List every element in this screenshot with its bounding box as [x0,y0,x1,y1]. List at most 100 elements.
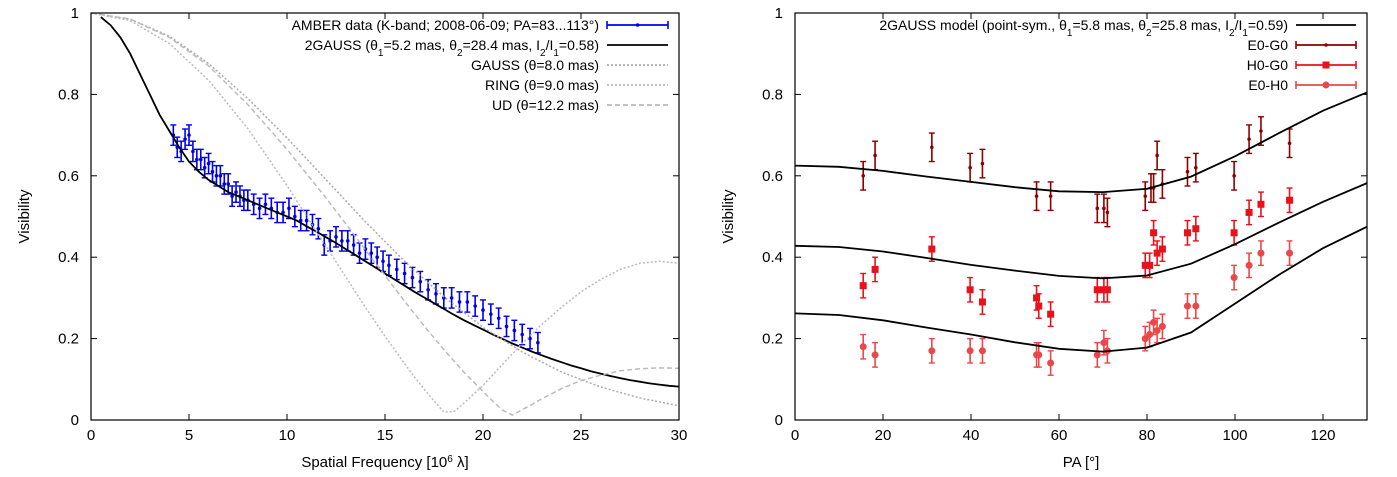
marker-circle [1141,335,1149,343]
data-point [1047,301,1055,328]
marker-dot [1155,153,1159,158]
marker-circle [1093,351,1101,359]
marker-dot [496,316,501,321]
marker-dot [375,255,379,259]
marker-dot [1048,194,1053,198]
marker-square [871,265,879,273]
marker-circle [1035,351,1043,359]
data-point [464,291,471,313]
marker-dot [387,263,391,268]
data-point [1245,199,1253,226]
marker-dot [234,190,238,194]
marker-dot [512,328,517,333]
x-axis-label-sup: 6 [447,454,453,465]
y-tick-label: 0 [775,412,783,429]
data-point [979,148,986,179]
marker-dot [281,210,285,215]
data-point [928,132,935,163]
data-point [966,337,974,364]
x-tick-label: 40 [963,427,980,444]
data-point [1150,219,1158,246]
marker-square [1093,286,1101,294]
data-point [1183,219,1191,246]
marker-dot [520,332,524,337]
x-tick-label: 0 [791,427,799,444]
marker-dot [218,174,223,178]
marker-dot [1247,137,1251,141]
y-tick-label: 0.8 [58,86,79,103]
y-tick-label: 0.6 [58,168,79,185]
plot-area [91,13,679,416]
data-point [1035,341,1043,368]
y-tick-label: 1 [775,5,783,22]
marker-dot [287,206,291,211]
x-tick-label: 80 [1139,427,1156,444]
marker-dot [861,174,865,178]
left-panel-visibility-vs-spatial-frequency: 0 5 10 15 20 25 30 0 0.2 0.4 0.6 0.8 1 Visibility Spat… [16,5,687,471]
marker-dot [257,206,262,211]
marker-dot [1185,169,1190,174]
marker-dot [873,153,877,158]
data-point [1100,193,1107,224]
series-line [91,13,679,413]
x-tick-label: 5 [185,427,193,444]
marker-square [1103,286,1111,294]
legend: 2GAUSS model (point-sym., θ1=5.8 mas, θ2… [879,17,1357,93]
marker-dot [191,149,195,154]
y-tick-label: 0.4 [58,249,79,266]
legend-marker [1324,43,1328,47]
data-point [1047,181,1054,212]
series-line [795,91,1367,194]
data-point [860,160,867,191]
marker-circle [1183,302,1191,310]
marker-dot [1287,141,1292,146]
marker-dot [402,271,407,276]
marker-dot [187,133,191,137]
data-point [1257,116,1264,146]
marker-dot [198,157,203,162]
marker-dot [226,182,230,186]
data-point [217,164,224,187]
marker-dot [980,161,985,166]
marker-square [1230,229,1238,237]
data-point [928,236,936,262]
marker-dot [536,340,540,345]
marker-dot [263,202,268,207]
marker-dot [304,218,309,223]
marker-dot [210,169,215,174]
y-tick-label: 0.6 [762,168,783,185]
series-line [795,182,1367,280]
data-point [1286,128,1293,159]
marker-square [1286,196,1294,204]
data-point [393,258,400,281]
marker-square [1245,208,1253,216]
data-point [966,276,974,303]
marker-dot [1034,194,1039,198]
y-axis-label: Visibility [720,189,737,243]
data-point [256,197,263,220]
marker-square [1047,310,1055,318]
plot-frame [794,12,1368,421]
data-point [928,337,936,364]
marker-dot [457,300,462,304]
x-axis-label: Spatial Frequency [106 λ] [301,454,468,472]
series-line [91,13,679,416]
marker-square [928,245,936,253]
data-point [859,272,867,299]
marker-dot [1102,206,1106,211]
data-point [511,319,518,342]
data-point [205,152,212,175]
y-tick-label: 0 [71,412,79,429]
data-point [978,337,986,364]
right-panel-visibility-vs-position-angle: 0 20 40 60 80 100 120 0 0.2 0.4 0.6 0.8 1 Visibility P… [720,5,1368,471]
marker-square [1158,245,1166,253]
marker-square [1035,302,1043,310]
data-point [432,282,439,305]
data-point [1286,240,1294,267]
marker-dot [230,194,234,198]
data-point [1093,341,1101,368]
marker-circle [966,347,974,355]
data-point [1183,293,1191,319]
legend-label: UD (θ=12.2 mas) [492,97,599,113]
marker-square [1146,261,1154,269]
